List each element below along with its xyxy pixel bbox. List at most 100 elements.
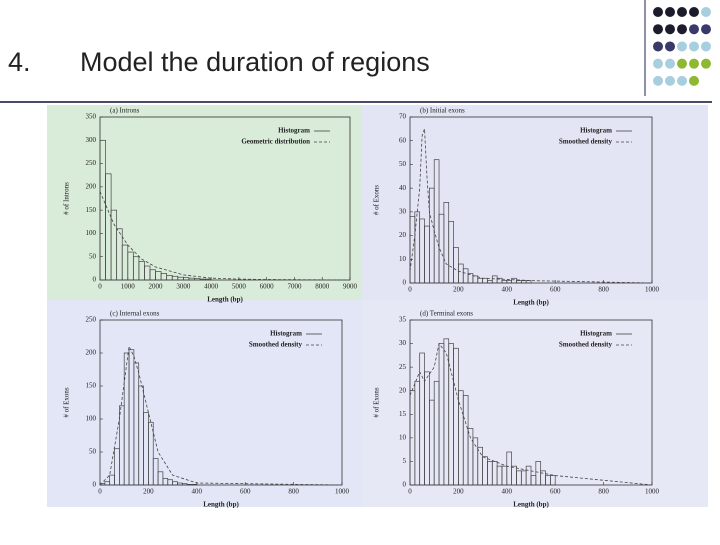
- x-tick-label: 1000: [335, 488, 350, 496]
- x-tick-label: 9000: [343, 283, 358, 291]
- decor-dot: [653, 41, 663, 52]
- decor-dot: [689, 7, 699, 17]
- x-tick-label: 0: [408, 286, 412, 294]
- x-tick-label: 0: [98, 283, 102, 291]
- decor-dot: [665, 41, 675, 52]
- decor-dot: [689, 24, 699, 35]
- x-tick-label: 400: [502, 286, 513, 294]
- decor-dot: [701, 24, 711, 35]
- x-tick-label: 800: [598, 488, 609, 496]
- decor-dot: [677, 7, 687, 17]
- decor-dot: [701, 41, 711, 52]
- x-axis-label: Length (bp): [207, 296, 243, 304]
- y-tick-label: 250: [86, 316, 97, 324]
- decor-dot: [677, 24, 687, 35]
- plot-frame: [99, 319, 343, 486]
- chart-title: (c) Internal exons: [110, 310, 160, 318]
- decor-dot: [689, 41, 699, 52]
- y-tick-label: 30: [399, 339, 407, 347]
- density-line: [409, 128, 653, 284]
- x-tick-label: 400: [502, 488, 513, 496]
- x-tick-label: 0: [98, 488, 102, 496]
- legend-label: Smoothed density: [249, 341, 303, 349]
- panel-bg: [47, 300, 362, 507]
- x-tick-label: 600: [550, 488, 561, 496]
- density-line: [409, 342, 653, 486]
- histogram-bar: [550, 475, 556, 486]
- chart-title: (b) Initial exons: [420, 107, 465, 115]
- y-tick-label: 25: [399, 363, 407, 371]
- x-tick-label: 200: [453, 488, 464, 496]
- legend-label: Histogram: [580, 330, 612, 338]
- y-tick-label: 10: [399, 433, 407, 441]
- legend-label: Smoothed density: [559, 341, 613, 349]
- y-tick-label: 250: [86, 159, 97, 167]
- histogram-bar: [186, 483, 193, 486]
- decor-dot: [665, 7, 675, 17]
- panel-bg: [47, 105, 362, 300]
- x-tick-label: 200: [143, 488, 154, 496]
- x-tick-label: 1000: [645, 286, 660, 294]
- x-tick-label: 7000: [287, 283, 302, 291]
- x-tick-label: 600: [240, 488, 251, 496]
- x-tick-label: 3000: [176, 283, 191, 291]
- y-tick-label: 0: [93, 276, 97, 284]
- x-tick-label: 800: [288, 488, 299, 496]
- decor-dot: [665, 75, 675, 86]
- y-axis-label: # of Exons: [373, 185, 381, 216]
- x-tick-label: 5000: [232, 283, 247, 291]
- decor-dot: [653, 24, 663, 35]
- y-tick-label: 150: [86, 206, 97, 214]
- x-tick-label: 400: [192, 488, 203, 496]
- y-tick-label: 100: [86, 229, 97, 237]
- y-tick-label: 10: [399, 255, 407, 263]
- chart-title: (d) Terminal exons: [420, 310, 473, 318]
- y-tick-label: 150: [86, 382, 97, 390]
- y-tick-label: 35: [399, 316, 407, 324]
- y-axis-label: # of Exons: [373, 387, 381, 418]
- legend-label: Histogram: [278, 127, 310, 135]
- decor-dot: [665, 24, 675, 35]
- decor-dot: [677, 75, 687, 86]
- y-tick-label: 20: [399, 231, 407, 239]
- panel-bg: [362, 105, 708, 300]
- y-tick-label: 50: [89, 252, 97, 260]
- y-tick-label: 300: [86, 136, 97, 144]
- legend-label: Smoothed density: [559, 138, 613, 146]
- y-tick-label: 200: [86, 349, 97, 357]
- y-tick-label: 30: [399, 207, 407, 215]
- chart-title: (a) Introns: [110, 107, 140, 115]
- y-tick-label: 0: [403, 279, 407, 287]
- x-axis-label: Length (bp): [513, 501, 549, 509]
- y-axis-label: # of Introns: [63, 182, 71, 215]
- legend-label: Geometric distribution: [241, 138, 310, 146]
- density-line: [99, 345, 343, 486]
- x-tick-label: 0: [408, 488, 412, 496]
- x-tick-label: 1000: [645, 488, 660, 496]
- histogram-bar: [148, 421, 154, 486]
- y-axis-label: # of Exons: [63, 387, 71, 418]
- x-tick-label: 4000: [204, 283, 219, 291]
- decor-dot: [653, 7, 663, 17]
- x-tick-label: 2000: [149, 283, 164, 291]
- y-tick-label: 50: [89, 448, 97, 456]
- x-tick-label: 200: [453, 286, 464, 294]
- decor-dot: [701, 7, 711, 17]
- y-tick-label: 350: [86, 113, 97, 121]
- y-tick-label: 100: [86, 415, 97, 423]
- slide-number: 4.: [8, 47, 31, 77]
- slide-title: Model the duration of regions: [80, 47, 430, 77]
- x-axis-label: Length (bp): [203, 501, 239, 509]
- decoration: [653, 7, 711, 86]
- decor-dot: [701, 58, 711, 69]
- y-tick-label: 200: [86, 182, 97, 190]
- y-tick-label: 20: [399, 386, 407, 394]
- decor-dot: [665, 58, 675, 69]
- x-tick-label: 800: [598, 286, 609, 294]
- histogram-bar: [191, 483, 198, 486]
- y-tick-label: 0: [93, 481, 97, 489]
- density-line: [99, 191, 351, 281]
- x-tick-label: 6000: [260, 283, 275, 291]
